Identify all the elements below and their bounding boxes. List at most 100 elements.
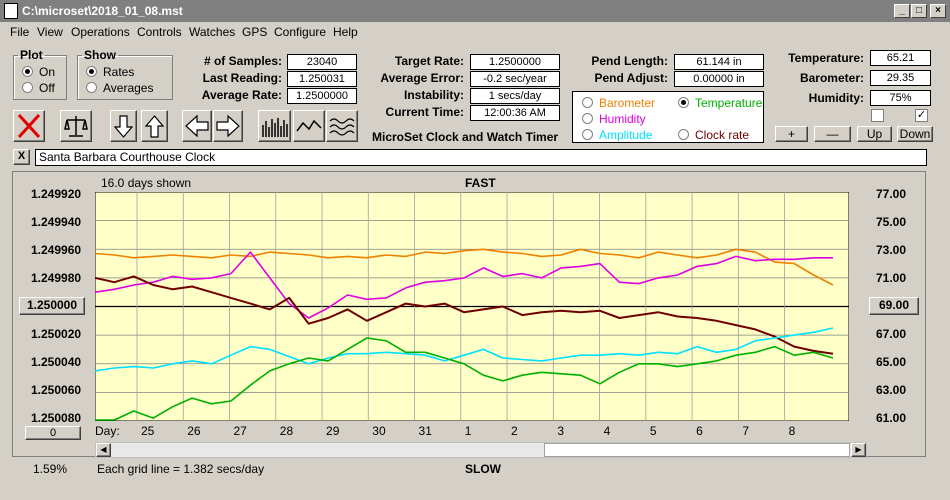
window-title: C:\microset\2018_01_08.mst (22, 4, 183, 18)
temp-reference-button[interactable]: 69.00 (869, 297, 919, 315)
rate-plot (95, 192, 849, 421)
arrow-right-button[interactable] (213, 110, 243, 142)
time-scrollbar[interactable]: ◀ ▶ (95, 442, 867, 458)
sensor-barometer-radio[interactable]: Barometer (582, 96, 655, 110)
title-bar: C:\microset\2018_01_08.mst _ □ × (0, 0, 950, 22)
y-tick-left: 1.250080 (31, 411, 82, 425)
day-label: Day: (95, 424, 120, 438)
maximize-button[interactable]: □ (911, 4, 927, 18)
plot-legend: Plot (20, 48, 43, 62)
radio-empty-icon (86, 82, 97, 93)
target-rate-value[interactable]: 1.2500000 (470, 54, 560, 70)
pend-adjust-value: 0.00000 in (674, 71, 764, 87)
x-tick-day: 2 (511, 424, 518, 438)
menu-file[interactable]: File (10, 25, 30, 39)
show-rates-radio[interactable]: Rates (86, 65, 134, 79)
histogram-icon (262, 118, 288, 137)
x-tick-day: 5 (649, 424, 657, 438)
plot-off-label: Off (39, 81, 55, 95)
show-averages-radio[interactable]: Averages (86, 81, 153, 95)
offset-slider-value[interactable]: 0 (25, 426, 81, 440)
y-tick-left: 1.250020 (31, 327, 82, 341)
instability-value: 1 secs/day (470, 88, 560, 104)
left-percent: 1.59% (33, 462, 68, 476)
scroll-right-arrow[interactable]: ▶ (851, 443, 866, 457)
balance-button[interactable] (60, 110, 92, 142)
sensor-humidity-label: Humidity (599, 112, 646, 126)
sensor-clock-rate-label: Clock rate (695, 128, 750, 142)
sensor-amplitude-radio[interactable]: Amplitude (582, 128, 652, 142)
up-button[interactable]: Up (857, 126, 892, 142)
sensor-humidity-radio[interactable]: Humidity (582, 112, 646, 126)
wave-icon (329, 118, 355, 136)
x-tick-day: 31 (418, 424, 432, 438)
temperature-label: Temperature: (788, 51, 864, 65)
pend-adjust-label: Pend Adjust: (594, 71, 668, 85)
average-rate-value: 1.2500000 (287, 88, 357, 104)
arrow-down-button[interactable] (110, 110, 137, 142)
y-tick-left: 1.249940 (31, 215, 82, 229)
x-tick-day: 27 (233, 424, 247, 438)
y-tick-right: 67.00 (876, 327, 907, 341)
close-window-button[interactable]: × (930, 4, 946, 18)
menu-help[interactable]: Help (333, 25, 358, 39)
minus-button[interactable]: — (814, 126, 851, 142)
y-tick-left: 1.249920 (31, 187, 82, 201)
down-button[interactable]: Down (897, 126, 933, 142)
stop-button[interactable] (13, 110, 45, 142)
last-reading-value: 1.250031 (287, 71, 357, 87)
arrow-right-icon (216, 114, 240, 138)
average-rate-label: Average Rate: (201, 88, 282, 102)
plus-button[interactable]: + (775, 126, 808, 142)
temperature-value: 65.21 (870, 50, 931, 66)
option-checkbox-2[interactable]: ✓ (915, 109, 928, 122)
menu-gps[interactable]: GPS (242, 25, 268, 39)
x-tick-day: 7 (742, 424, 750, 438)
radio-empty-icon (22, 82, 33, 93)
pend-length-label: Pend Length: (591, 54, 668, 68)
plot-off-radio[interactable]: Off (22, 81, 55, 95)
app-icon (4, 3, 18, 19)
current-time-label: Current Time: (385, 105, 464, 119)
chart-panel: 16.0 days shown FAST SLOW Each grid line… (12, 171, 926, 476)
option-checkbox-1[interactable] (871, 109, 884, 122)
sensor-clock-rate-radio[interactable]: Clock rate (678, 128, 749, 142)
menu-controls[interactable]: Controls (137, 25, 182, 39)
plot-group: Plot (13, 48, 67, 100)
rate-reference-button[interactable]: 1.250000 (19, 297, 85, 315)
show-rates-label: Rates (103, 65, 135, 79)
instability-label: Instability: (403, 88, 464, 102)
arrow-up-button[interactable] (141, 110, 168, 142)
radio-selected-icon (22, 66, 33, 77)
series-line-barometer (95, 337, 834, 421)
sensor-barometer-label: Barometer (599, 96, 656, 110)
scroll-thumb[interactable] (544, 443, 850, 457)
menu-configure[interactable]: Configure (274, 25, 327, 39)
samples-label: # of Samples: (203, 54, 282, 68)
wave-view-button[interactable] (326, 110, 358, 142)
y-tick-right: 71.00 (876, 271, 907, 285)
clear-watch-button[interactable]: X (13, 149, 30, 165)
x-tick-day: 6 (696, 424, 703, 438)
watch-name-input[interactable]: Santa Barbara Courthouse Clock (35, 149, 927, 166)
scroll-left-arrow[interactable]: ◀ (96, 443, 111, 457)
radio-empty-icon (678, 129, 689, 140)
y-tick-left: 1.250060 (31, 383, 82, 397)
barometer-value: 29.35 (870, 70, 931, 86)
pend-length-value[interactable]: 61.144 in (674, 54, 764, 70)
minimize-button[interactable]: _ (894, 4, 910, 18)
menu-operations[interactable]: Operations (71, 25, 130, 39)
plot-on-radio[interactable]: On (22, 65, 55, 79)
bar-view-button[interactable] (258, 110, 291, 142)
sensor-temperature-radio[interactable]: Temperature (678, 96, 762, 110)
menu-watches[interactable]: Watches (189, 25, 236, 39)
barometer-label: Barometer: (799, 71, 864, 85)
slow-label: SLOW (465, 462, 501, 476)
arrow-left-button[interactable] (182, 110, 212, 142)
y-tick-right: 75.00 (876, 215, 907, 229)
line-view-button[interactable] (293, 110, 325, 142)
target-rate-label: Target Rate: (394, 54, 464, 68)
menu-view[interactable]: View (37, 25, 63, 39)
x-tick-day: 25 (141, 424, 155, 438)
radio-empty-icon (582, 113, 593, 124)
